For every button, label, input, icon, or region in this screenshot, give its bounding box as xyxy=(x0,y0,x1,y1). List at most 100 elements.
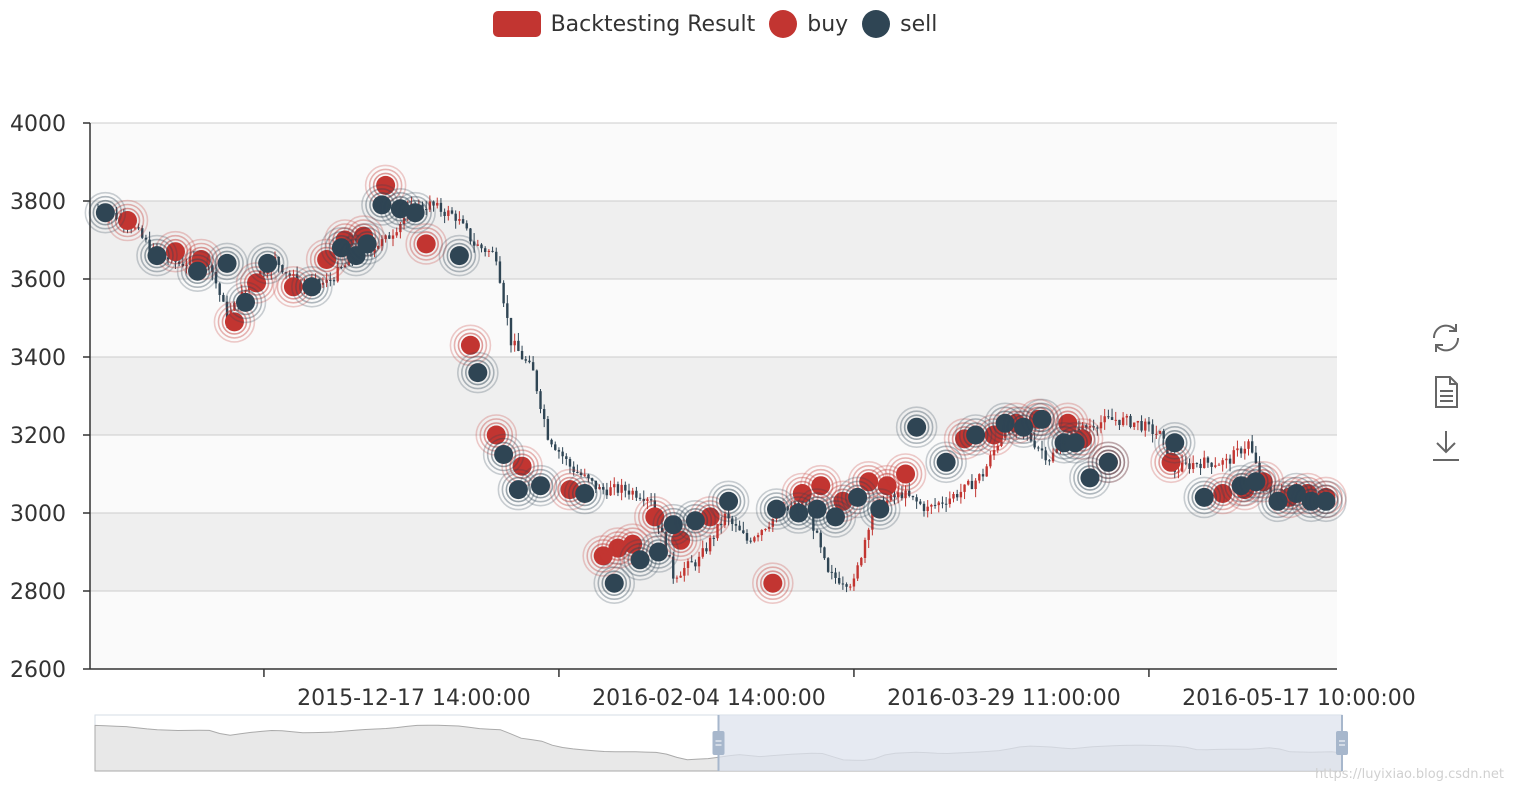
sell-marker-ring xyxy=(295,269,329,304)
candle-body xyxy=(454,213,457,221)
legend-item-sell[interactable]: sell xyxy=(862,10,937,38)
sell-marker-dot xyxy=(258,253,278,273)
buy-marker-ring xyxy=(405,223,447,265)
legend-item-backtesting[interactable]: Backtesting Result xyxy=(492,11,755,37)
sell-marker-dot xyxy=(1286,484,1306,503)
candle xyxy=(1144,418,1147,437)
candle-body xyxy=(708,537,712,552)
sell-marker-ring xyxy=(354,231,380,257)
legend-label-sell: sell xyxy=(900,11,938,37)
candle-body xyxy=(377,245,380,249)
candle-body xyxy=(1155,433,1158,435)
buy-marker xyxy=(501,445,543,488)
sell-marker-ring xyxy=(571,480,598,507)
candle xyxy=(185,258,188,274)
candle-body xyxy=(974,480,977,490)
sell-marker-ring xyxy=(1029,406,1055,433)
sell-marker-ring xyxy=(822,504,849,530)
data-view-icon[interactable] xyxy=(1428,374,1464,410)
candle xyxy=(141,225,144,240)
buy-marker-dot xyxy=(165,242,185,262)
candle xyxy=(896,485,900,504)
y-tick-label: 3400 xyxy=(10,346,66,371)
candle-body xyxy=(225,301,229,323)
sell-marker-ring xyxy=(593,562,636,605)
sell-marker xyxy=(394,191,436,234)
candle-body xyxy=(1162,430,1165,439)
candle xyxy=(391,229,395,247)
candle-body xyxy=(944,503,948,505)
candle xyxy=(1180,454,1184,473)
candle xyxy=(428,195,432,213)
candle-body xyxy=(978,474,981,481)
candle xyxy=(672,551,675,584)
candle xyxy=(1236,440,1239,457)
buy-marker xyxy=(449,324,492,367)
candle xyxy=(893,490,896,505)
candle xyxy=(447,205,450,221)
candle-body xyxy=(461,219,465,224)
buy-marker-ring xyxy=(807,472,834,499)
candle xyxy=(963,484,966,500)
sell-marker-ring xyxy=(933,449,959,476)
zoom-handle-right[interactable] xyxy=(1336,715,1348,771)
candle xyxy=(1221,457,1224,472)
sell-marker xyxy=(1183,476,1226,519)
candle-body xyxy=(432,201,435,206)
sell-marker-ring xyxy=(402,199,428,226)
candle-body xyxy=(557,449,561,452)
candle-body xyxy=(1217,464,1221,466)
candle-body xyxy=(380,239,384,246)
buy-marker-ring xyxy=(892,461,919,487)
candle-body xyxy=(1243,448,1247,454)
candle xyxy=(1203,450,1206,469)
save-image-icon[interactable] xyxy=(1428,428,1464,464)
sell-marker xyxy=(674,499,717,542)
buy-marker-ring xyxy=(243,270,270,296)
restore-icon[interactable] xyxy=(1428,320,1464,356)
candle-body xyxy=(590,478,594,481)
zoom-handle-left[interactable] xyxy=(712,715,725,771)
legend-item-buy[interactable]: buy xyxy=(769,10,848,38)
candle-body xyxy=(384,235,387,240)
candle-body xyxy=(616,484,620,493)
candle-body xyxy=(1269,487,1272,493)
candle-body xyxy=(697,556,701,567)
candle-body xyxy=(115,212,118,220)
candle xyxy=(461,215,465,225)
buy-marker-dot xyxy=(671,530,691,550)
candle xyxy=(1195,462,1199,468)
sell-marker-dot xyxy=(1065,433,1085,453)
candle xyxy=(115,207,118,221)
buy-marker-ring xyxy=(213,301,256,343)
candle xyxy=(959,483,963,504)
candle xyxy=(1188,458,1191,474)
candle xyxy=(1044,446,1047,465)
sell-marker-ring xyxy=(1087,441,1130,484)
candle xyxy=(1162,428,1165,446)
candle xyxy=(340,265,343,269)
buy-marker-ring xyxy=(760,570,786,597)
plot-band xyxy=(90,201,1337,279)
candle-body xyxy=(1214,465,1217,467)
sell-marker-ring xyxy=(184,258,211,285)
candle xyxy=(1040,440,1044,459)
candle-body xyxy=(1051,452,1055,462)
buy-marker xyxy=(884,453,927,495)
candle-body xyxy=(336,266,339,282)
sell-marker-ring xyxy=(140,238,174,273)
candle xyxy=(546,415,550,441)
candle xyxy=(1232,446,1235,464)
buy-marker-ring xyxy=(752,562,794,605)
sell-marker-ring xyxy=(490,441,517,468)
sell-marker-ring xyxy=(214,250,240,277)
sell-marker-ring xyxy=(925,441,967,484)
sell-marker-ring xyxy=(711,484,746,519)
candle-body xyxy=(1191,463,1195,470)
zoom-selection[interactable] xyxy=(718,715,1343,771)
candle xyxy=(583,468,586,477)
sell-marker-ring xyxy=(567,476,602,511)
candle-body xyxy=(576,471,579,473)
candle xyxy=(458,211,461,225)
candle-body xyxy=(1107,416,1110,418)
